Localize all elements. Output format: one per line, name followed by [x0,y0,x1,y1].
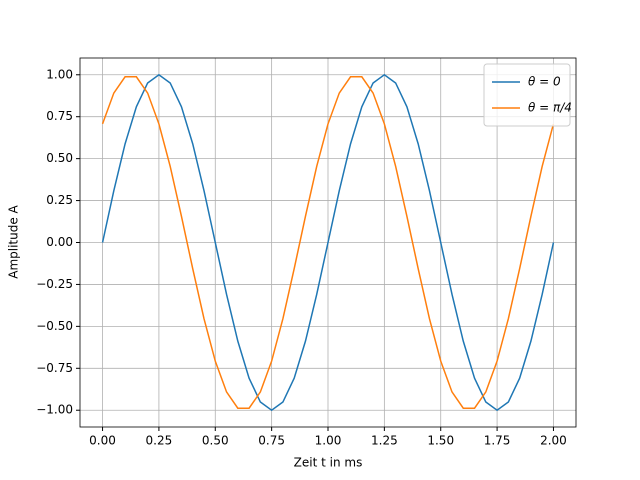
legend-label: θ = 0 [528,75,561,89]
y-tick-label: −0.75 [36,361,73,375]
y-tick-label: −0.50 [36,319,73,333]
x-tick-label: 1.00 [315,434,342,448]
y-tick-label: 0.75 [46,109,73,123]
y-tick-label: 0.00 [46,235,73,249]
y-axis-label: Amplitude A [7,204,21,278]
y-tick-label: 1.00 [46,67,73,81]
x-axis-label: Zeit t in ms [294,456,363,470]
y-tick-label: 0.25 [46,193,73,207]
y-tick-label: 0.50 [46,151,73,165]
y-tick-label: −1.00 [36,403,73,417]
y-tick-label: −0.25 [36,277,73,291]
axes-frame [79,57,577,428]
x-tick-label: 0.50 [202,434,229,448]
x-tick-label: 2.00 [540,434,567,448]
x-tick-label: 0.25 [146,434,173,448]
legend-label: θ = π/4 [528,101,572,115]
x-tick-label: 1.75 [484,434,511,448]
x-tick-label: 0.75 [258,434,285,448]
x-tick-label: 1.50 [427,434,454,448]
legend-box [483,63,571,127]
x-tick-label: 0.00 [89,434,116,448]
line-series [101,73,555,412]
line-series [101,76,555,409]
x-tick-label: 1.25 [371,434,398,448]
